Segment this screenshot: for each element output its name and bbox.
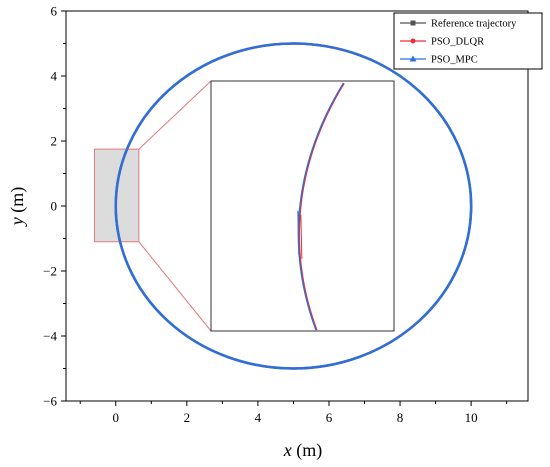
x-tick-label: 8 (397, 410, 404, 425)
y-tick-label: −4 (43, 329, 57, 344)
x-tick-label: 4 (255, 410, 262, 425)
inset-group (138, 80, 395, 332)
x-tick-label: 0 (113, 410, 120, 425)
ticks-group: 0 2 4 6 8 10 −6 −4 −2 0 2 4 6 (43, 4, 508, 425)
legend: Reference trajectory PSO_DLQR PSO_MPC (393, 12, 543, 70)
inset-start-transient-mpc (297, 210, 300, 255)
y-tick-label: 0 (51, 199, 58, 214)
series-pso-mpc (114, 42, 473, 370)
y-axis-unit: (m) (7, 187, 28, 218)
inset-series-pso-mpc (297, 82, 344, 331)
legend-marker-reference (410, 20, 416, 26)
inset-connector-top (138, 80, 212, 150)
x-axis-label: x (m) (283, 440, 323, 461)
legend-label-mpc: PSO_MPC (431, 55, 478, 66)
legend-label-dlqr: PSO_DLQR (431, 37, 484, 48)
x-tick-label: 10 (465, 410, 478, 425)
x-axis-variable: x (283, 440, 292, 460)
y-tick-label: 4 (51, 69, 58, 84)
x-tick-label: 2 (184, 410, 191, 425)
inset-box (210, 80, 395, 332)
legend-marker-mpc (409, 55, 417, 62)
inset-start-transient-dlqr (300, 214, 303, 259)
y-tick-label: −2 (43, 264, 57, 279)
inset-series-pso-dlqr (298, 83, 345, 331)
y-tick-label: 6 (51, 4, 58, 19)
legend-label-reference: Reference trajectory (431, 19, 517, 30)
y-tick-label: −6 (43, 394, 57, 409)
y-axis-label: y (m) (7, 187, 28, 228)
inset-connector-bottom (138, 241, 212, 332)
x-axis-unit: (m) (292, 440, 323, 461)
y-axis-variable: y (7, 217, 27, 227)
y-tick-label: 2 (51, 134, 58, 149)
legend-marker-dlqr (410, 38, 416, 44)
series-group (114, 42, 473, 370)
x-tick-label: 6 (326, 410, 333, 425)
